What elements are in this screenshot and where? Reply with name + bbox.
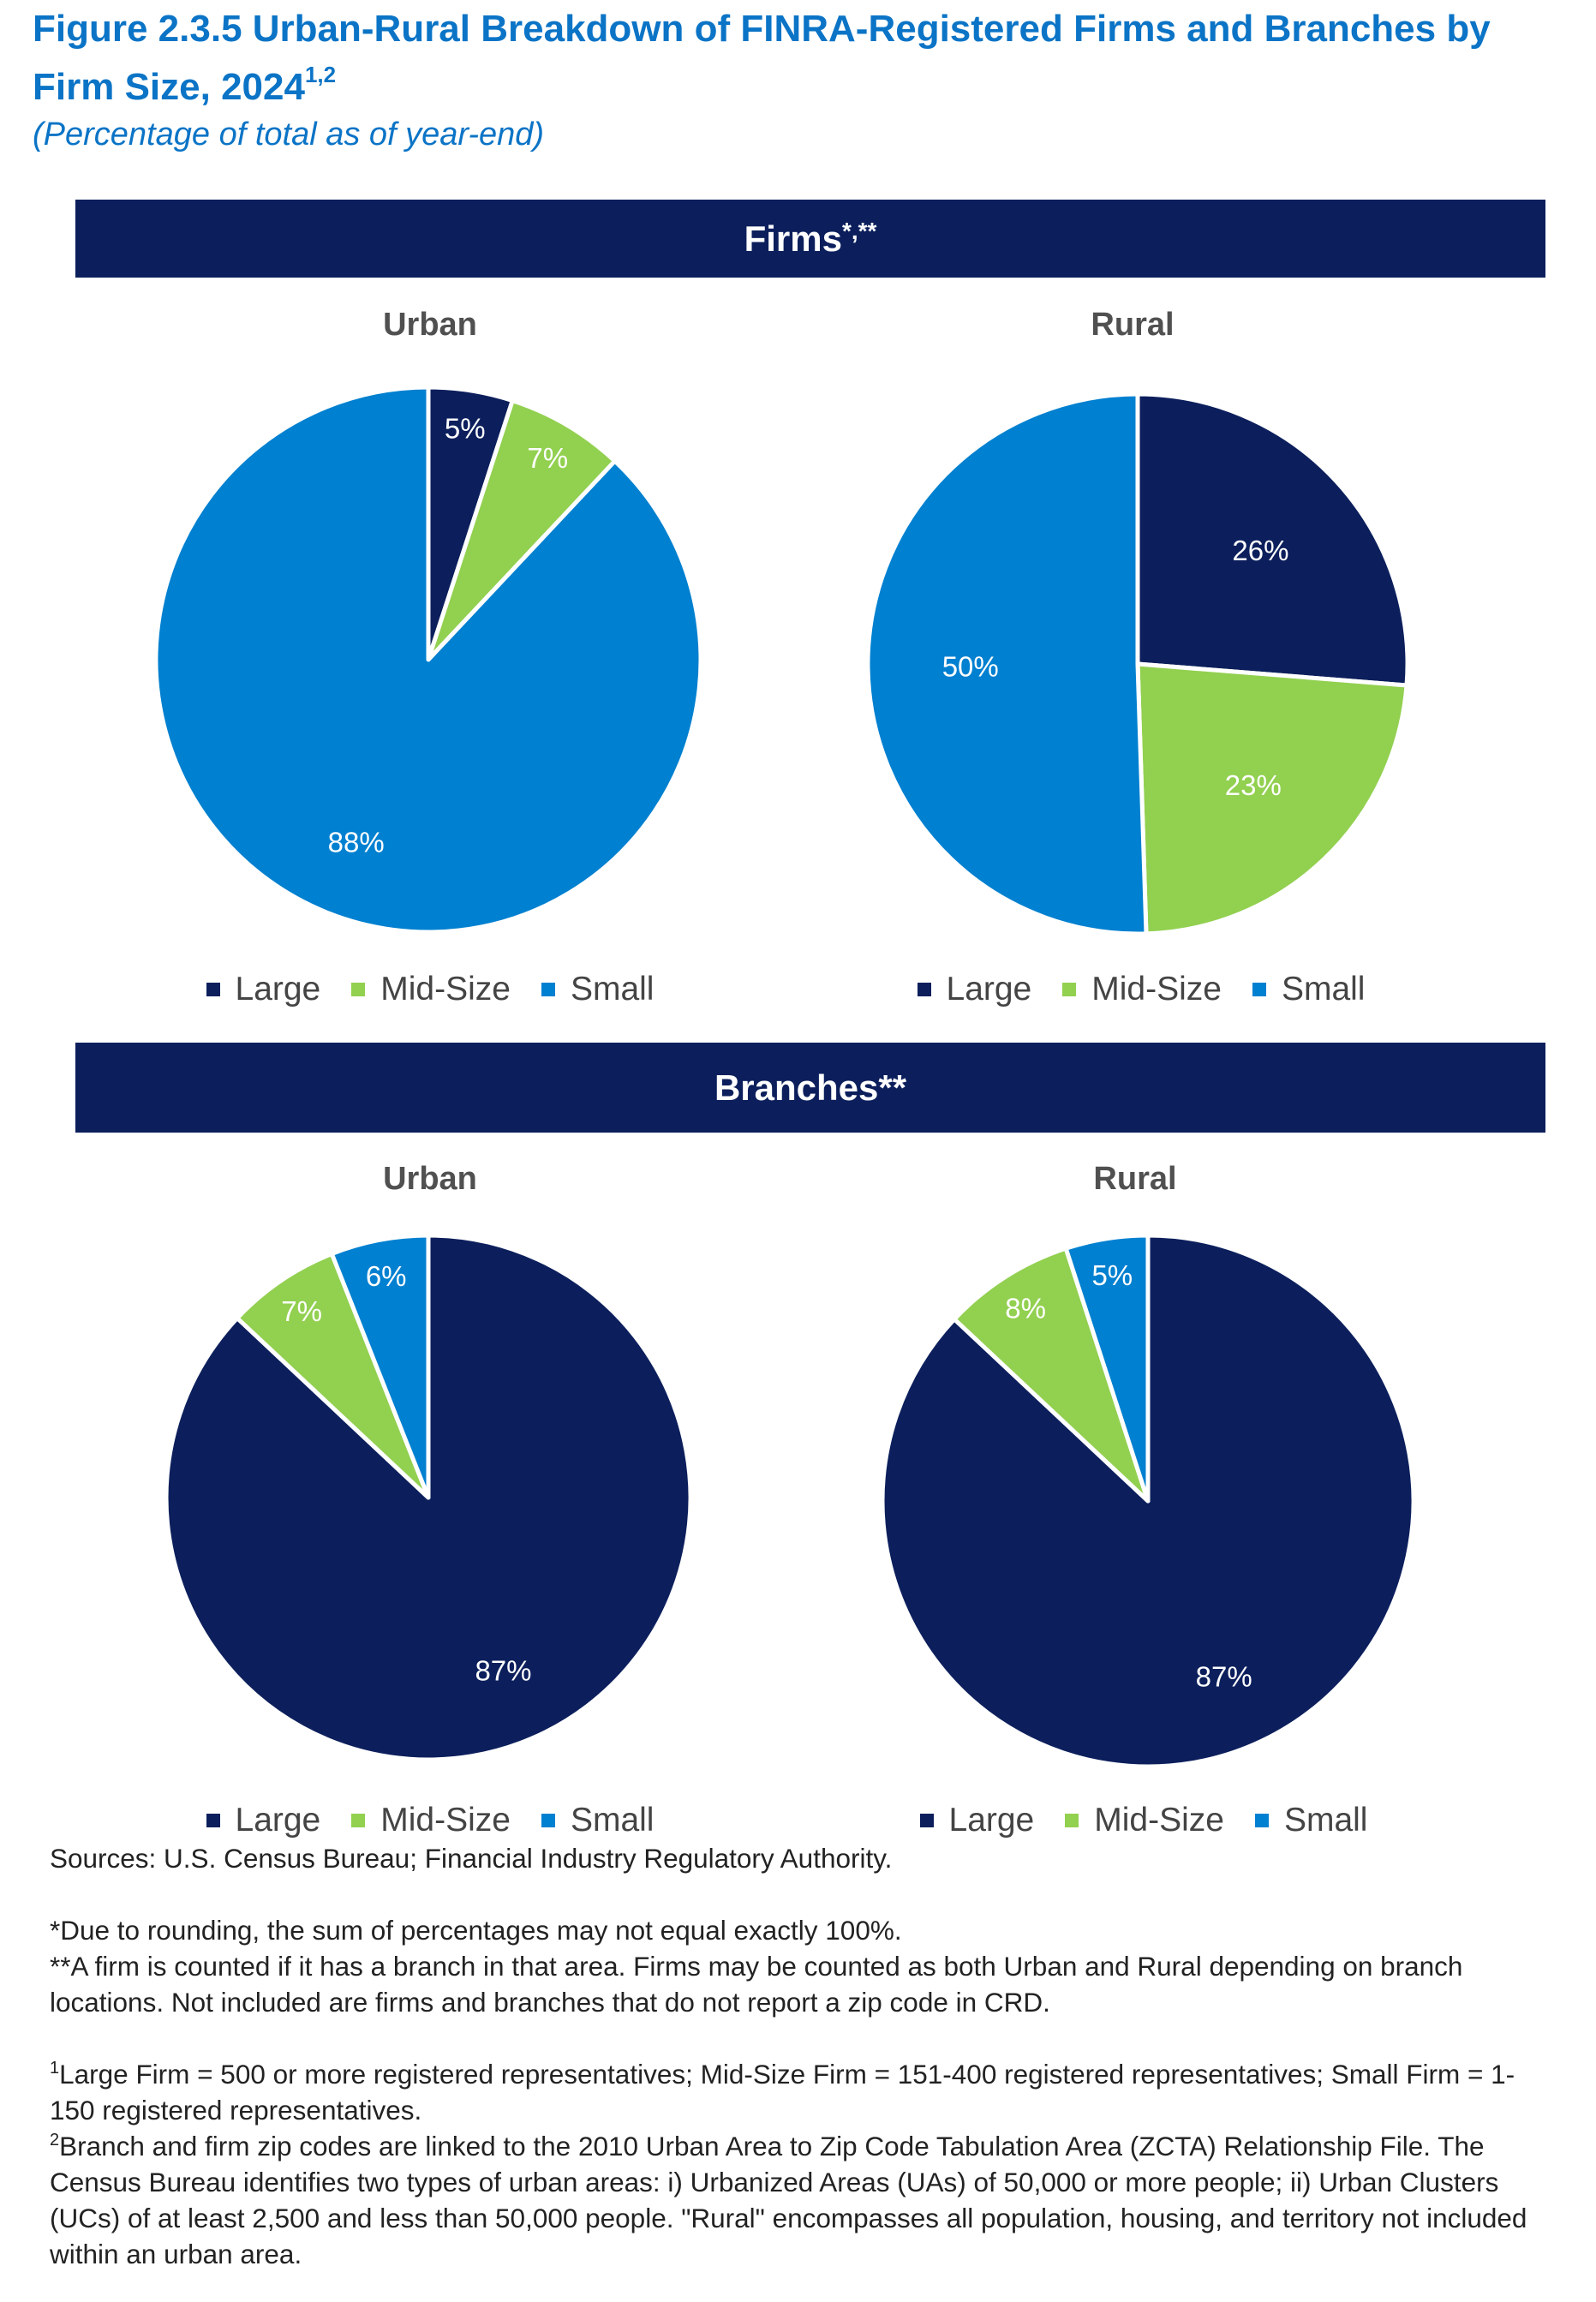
data-label-small: 50% — [942, 651, 999, 683]
legend-firms-rural: Large Mid-Size Small — [841, 968, 1441, 1011]
sources-note: Sources: U.S. Census Bureau; Financial I… — [50, 1843, 893, 1874]
pie-slice-small — [865, 392, 1149, 936]
pie-title-branches-rural: Rural — [1093, 1161, 1177, 1197]
legend-item-mid-size: Mid-Size — [1065, 1799, 1224, 1842]
figure-title: Figure 2.3.5 Urban-Rural Breakdown of FI… — [33, 8, 1491, 108]
pie-title-firms-rural: Rural — [1091, 307, 1175, 343]
data-label-mid-size: 23% — [1225, 769, 1282, 801]
legend-swatch-mid-size — [1065, 1814, 1079, 1827]
data-label-mid-size: 7% — [281, 1295, 322, 1327]
legend-branches-rural: Large Mid-Size Small — [844, 1799, 1444, 1842]
legend-swatch-small — [541, 983, 555, 996]
legend-branches-urban: Large Mid-Size Small — [130, 1799, 730, 1842]
legend-item-large: Large — [206, 1799, 320, 1842]
pie-slice-mid-size — [235, 1251, 431, 1500]
legend-swatch-mid-size — [1062, 983, 1077, 996]
pie-slice-mid-size — [1135, 661, 1409, 936]
legend-item-mid-size: Mid-Size — [351, 968, 511, 1011]
footnote-2: 2Branch and firm zip codes are linked to… — [50, 2131, 1527, 2269]
legend-swatch-large — [206, 983, 220, 996]
legend-swatch-large — [206, 1814, 220, 1827]
counting-note: **A firm is counted if it has a branch i… — [50, 1951, 1463, 2018]
legend-item-mid-size: Mid-Size — [351, 1799, 511, 1842]
legend-swatch-mid-size — [351, 1814, 366, 1827]
legend-swatch-large — [917, 983, 931, 996]
data-label-small: 5% — [1091, 1259, 1133, 1291]
section-banner-branches: Branches** — [75, 1043, 1545, 1133]
title-footnote-marks: 1,2 — [304, 62, 337, 87]
legend-item-small: Small — [541, 1799, 654, 1842]
rounding-note: *Due to rounding, the sum of percentages… — [50, 1915, 902, 1946]
legend-swatch-large — [919, 1814, 934, 1827]
legend-item-small: Small — [541, 968, 654, 1011]
pie-chart-branches-rural: 87% 8% 5% — [880, 1233, 1416, 1769]
pie-chart-branches-urban: 87% 7% 6% — [164, 1233, 693, 1762]
legend-item-mid-size: Mid-Size — [1062, 968, 1222, 1011]
data-label-large: 5% — [445, 412, 486, 444]
footnote-1: 1Large Firm = 500 or more registered rep… — [50, 2059, 1515, 2126]
legend-item-large: Large — [917, 968, 1031, 1011]
legend-swatch-small — [541, 1814, 555, 1827]
legend-swatch-small — [1254, 1814, 1269, 1827]
legend-item-large: Large — [919, 1799, 1034, 1842]
data-label-large: 26% — [1232, 535, 1288, 566]
legend-swatch-mid-size — [351, 983, 366, 996]
legend-item-small: Small — [1252, 968, 1365, 1011]
legend-item-large: Large — [206, 968, 320, 1011]
pie-title-firms-urban: Urban — [383, 307, 477, 343]
figure-subtitle: (Percentage of total as of year-end) — [33, 117, 545, 152]
pie-chart-firms-urban: 5% 7% 88% — [153, 385, 703, 935]
pie-slice-mid-size — [952, 1246, 1151, 1504]
legend-swatch-small — [1252, 983, 1266, 996]
pie-slice-small — [1063, 1233, 1151, 1504]
legend-item-small: Small — [1254, 1799, 1367, 1842]
data-label-small: 6% — [366, 1260, 407, 1292]
pie-slice-large — [1135, 392, 1410, 688]
pie-slice-mid-size — [426, 398, 618, 662]
data-label-large: 87% — [1196, 1660, 1252, 1692]
notes-block: Sources: U.S. Census Bureau; Financial I… — [50, 1840, 1557, 2272]
section-banner-firms: Firms*,** — [75, 200, 1545, 278]
data-label-small: 88% — [328, 826, 385, 858]
data-label-mid-size: 8% — [1005, 1292, 1046, 1324]
pie-slice-small — [153, 385, 703, 935]
pie-title-branches-urban: Urban — [383, 1161, 477, 1197]
data-label-mid-size: 7% — [527, 442, 568, 474]
pie-slice-small — [329, 1233, 431, 1500]
data-label-large: 87% — [475, 1655, 531, 1687]
legend-firms-urban: Large Mid-Size Small — [130, 968, 730, 1011]
pie-chart-firms-rural: 26% 23% 50% — [865, 392, 1410, 936]
pie-slice-large — [880, 1233, 1416, 1769]
